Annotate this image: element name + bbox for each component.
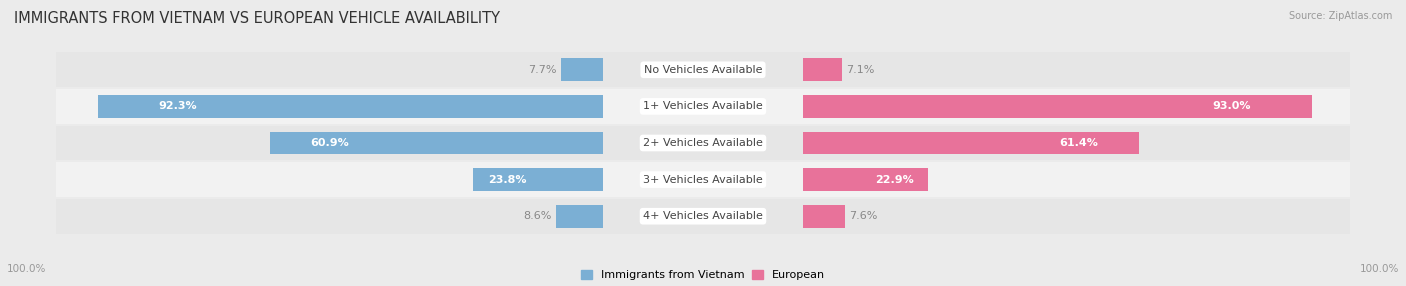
Legend: Immigrants from Vietnam, European: Immigrants from Vietnam, European [581,270,825,281]
Text: IMMIGRANTS FROM VIETNAM VS EUROPEAN VEHICLE AVAILABILITY: IMMIGRANTS FROM VIETNAM VS EUROPEAN VEHI… [14,11,501,26]
Text: Source: ZipAtlas.com: Source: ZipAtlas.com [1288,11,1392,21]
Text: 93.0%: 93.0% [1212,102,1250,111]
Text: 7.7%: 7.7% [527,65,557,75]
Text: No Vehicles Available: No Vehicles Available [644,65,762,75]
Text: 8.6%: 8.6% [523,211,551,221]
Text: 7.1%: 7.1% [846,65,875,75]
Text: 7.6%: 7.6% [849,211,877,221]
Text: 60.9%: 60.9% [309,138,349,148]
Text: 100.0%: 100.0% [7,264,46,274]
Text: 92.3%: 92.3% [159,102,197,111]
Text: 23.8%: 23.8% [488,175,527,184]
Text: 3+ Vehicles Available: 3+ Vehicles Available [643,175,763,184]
Text: 1+ Vehicles Available: 1+ Vehicles Available [643,102,763,111]
Text: 2+ Vehicles Available: 2+ Vehicles Available [643,138,763,148]
Text: 4+ Vehicles Available: 4+ Vehicles Available [643,211,763,221]
Text: 22.9%: 22.9% [875,175,914,184]
Text: 100.0%: 100.0% [1360,264,1399,274]
Text: 61.4%: 61.4% [1060,138,1098,148]
